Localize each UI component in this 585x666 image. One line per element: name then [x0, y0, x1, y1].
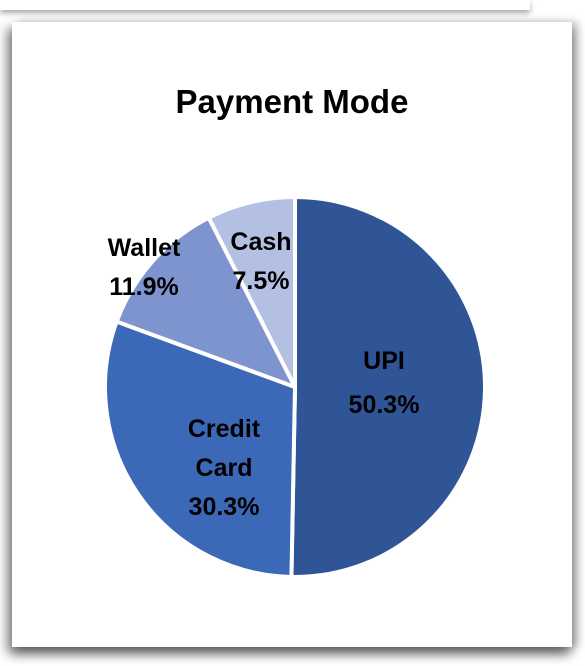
- pie-slice-upi: [291, 197, 485, 577]
- pie-chart: UPI 50.3% Credit Card 30.3% Wallet 11.9% Cash 7.…: [12, 22, 572, 647]
- data-label-upi-name: UPI: [363, 347, 405, 375]
- data-label-credit-card-percent: 30.3%: [189, 493, 260, 521]
- chart-card: Payment Mode UPI 50.3% Credit Card 30.3% Wall…: [12, 22, 572, 647]
- data-label-cash-percent: 7.5%: [233, 267, 290, 295]
- data-label-wallet-percent: 11.9%: [109, 273, 179, 301]
- data-label-credit-card-name: Credit: [188, 415, 261, 443]
- data-label-wallet-name: Wallet: [108, 234, 181, 262]
- background-panel-edge: [0, 0, 530, 10]
- data-label-upi-percent: 50.3%: [349, 391, 420, 419]
- data-label-cash-name: Cash: [230, 228, 291, 256]
- data-label-credit-card-name: Card: [196, 454, 253, 482]
